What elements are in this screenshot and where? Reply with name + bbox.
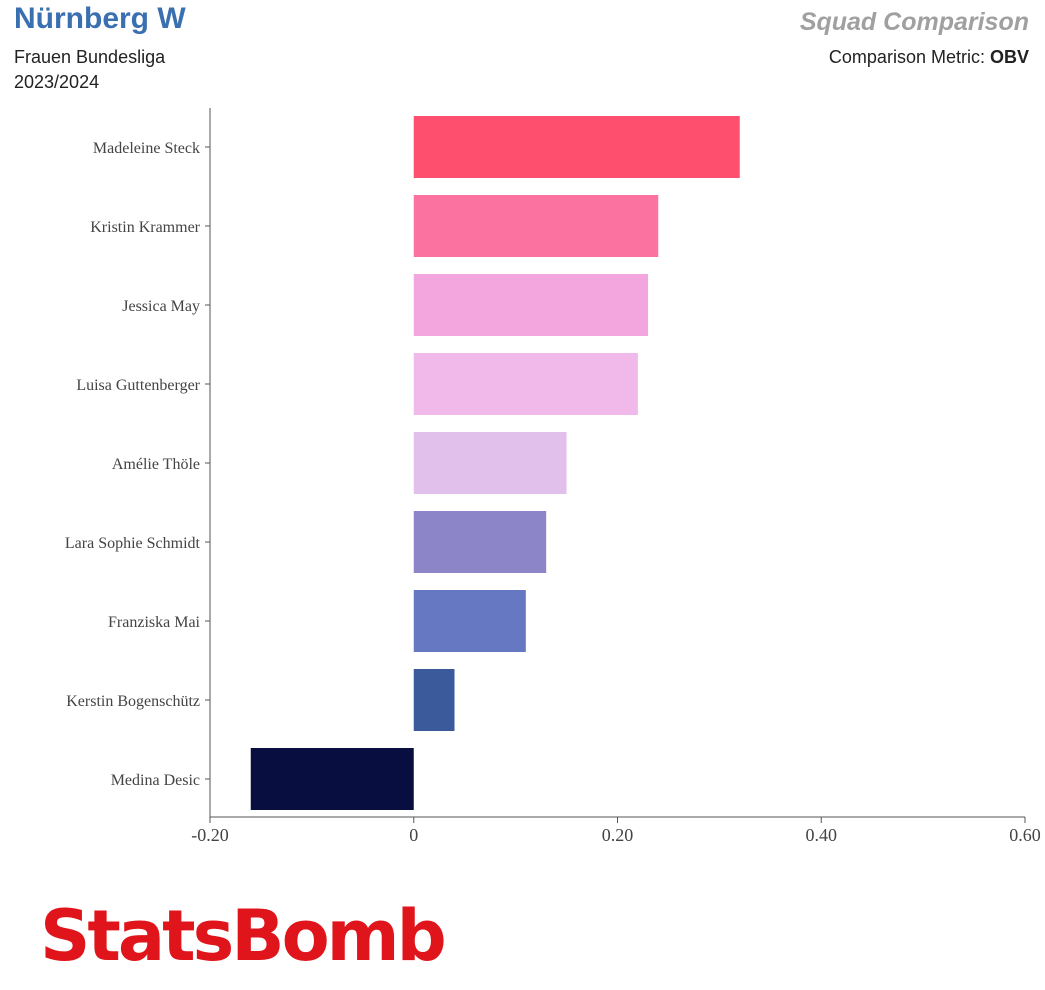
bar-6	[413, 511, 547, 573]
category-label: Lara Sophie Schmidt	[65, 535, 201, 552]
category-label: Jessica May	[122, 298, 200, 315]
bar-7	[413, 590, 526, 652]
team-title: Nürnberg W	[14, 2, 186, 35]
category-label: Luisa Guttenberger	[76, 377, 200, 394]
category-label: Franziska Mai	[108, 614, 201, 631]
category-label: Medina Desic	[111, 772, 200, 789]
metric-line: Comparison Metric: OBV	[829, 47, 1029, 68]
bar-8	[413, 669, 455, 731]
bar-1	[413, 116, 740, 178]
bar-9	[250, 748, 414, 810]
metric-label: Comparison Metric:	[828, 47, 985, 67]
competition-label: Frauen Bundesliga	[14, 47, 166, 67]
category-label: Kristin Krammer	[90, 219, 200, 236]
category-label: Kerstin Bogenschütz	[66, 693, 200, 710]
season-label: 2023/2024	[14, 72, 100, 92]
x-tick-label: 0.40	[806, 825, 838, 845]
category-label: Amélie Thöle	[112, 456, 200, 473]
report-title: Squad Comparison	[799, 8, 1029, 36]
bar-2	[413, 195, 659, 257]
x-tick-label: 0	[409, 825, 418, 845]
bar-chart: Madeleine Steck Kristin Krammer Jessica Ma…	[65, 108, 1041, 845]
x-tick-label: 0.60	[1009, 825, 1041, 845]
x-tick-label: 0.20	[602, 825, 634, 845]
metric-value: OBV	[989, 47, 1029, 67]
statsbomb-logo: StatsBomb	[40, 895, 447, 977]
category-label: Madeleine Steck	[93, 140, 200, 157]
x-tick-label: -0.20	[191, 825, 229, 845]
bar-3	[413, 274, 649, 336]
bar-4	[413, 353, 638, 415]
bar-5	[413, 432, 567, 494]
